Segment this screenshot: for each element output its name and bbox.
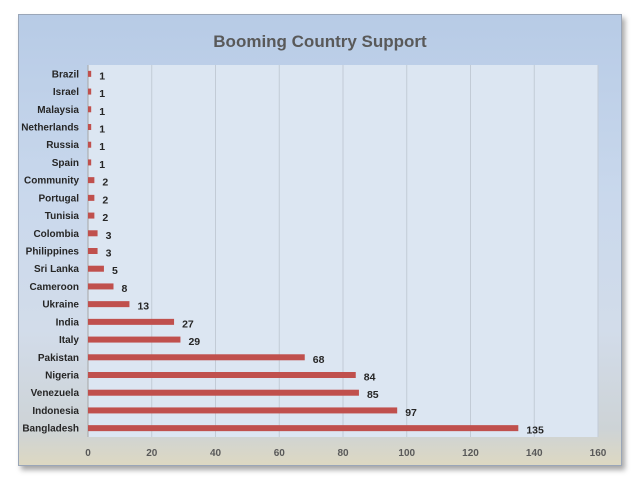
x-tick-label: 20 xyxy=(146,448,158,459)
data-label: 1 xyxy=(99,106,105,118)
x-tick-label: 40 xyxy=(210,448,222,459)
data-label: 1 xyxy=(99,88,105,100)
bar xyxy=(88,177,95,184)
category-label: Brazil xyxy=(52,69,79,80)
data-label: 3 xyxy=(106,248,112,260)
data-label: 29 xyxy=(188,336,200,348)
bar xyxy=(88,248,98,254)
bar xyxy=(88,283,114,290)
data-label: 13 xyxy=(137,301,149,313)
data-label: 1 xyxy=(99,124,105,136)
data-label: 2 xyxy=(102,194,108,206)
category-label: Netherlands xyxy=(21,123,79,134)
category-label: Malaysia xyxy=(37,105,79,116)
category-label: Tunisia xyxy=(45,211,80,222)
bar xyxy=(88,354,305,361)
bar xyxy=(88,265,104,272)
data-label: 2 xyxy=(102,177,108,189)
category-label: Portugal xyxy=(38,193,79,204)
data-label: 84 xyxy=(364,372,376,384)
data-label: 2 xyxy=(102,212,108,224)
data-label: 1 xyxy=(99,159,105,171)
category-label: Philippines xyxy=(26,247,80,258)
category-label: Israel xyxy=(53,87,79,98)
bar xyxy=(88,194,95,201)
bar xyxy=(88,389,359,396)
x-tick-label: 80 xyxy=(337,448,349,459)
chart-title: Booming Country Support xyxy=(213,32,427,51)
x-tick-label: 60 xyxy=(274,448,286,459)
category-label: Bangladesh xyxy=(22,424,79,435)
bar xyxy=(88,230,98,237)
data-label: 3 xyxy=(106,230,112,242)
category-label: Indonesia xyxy=(32,406,79,417)
bar xyxy=(88,70,92,77)
category-label: Ukraine xyxy=(42,300,79,311)
category-label: Venezuela xyxy=(31,388,80,399)
data-label: 68 xyxy=(313,354,325,366)
x-tick-label: 140 xyxy=(526,448,543,459)
data-label: 97 xyxy=(405,407,417,419)
data-label: 1 xyxy=(99,70,105,82)
bar xyxy=(88,425,519,432)
bar xyxy=(88,141,92,148)
data-label: 27 xyxy=(182,318,194,330)
bar xyxy=(88,124,92,130)
category-label: Italy xyxy=(59,335,79,346)
bar xyxy=(88,318,175,325)
x-tick-label: 160 xyxy=(590,448,607,459)
x-tick-label: 0 xyxy=(85,448,91,459)
category-label: Cameroon xyxy=(30,282,79,293)
category-label: Community xyxy=(24,176,79,187)
bar xyxy=(88,212,95,219)
bar xyxy=(88,407,398,414)
bar xyxy=(88,301,130,308)
bar xyxy=(88,336,181,343)
bar xyxy=(88,159,92,166)
data-label: 135 xyxy=(526,425,544,437)
category-label: Russia xyxy=(46,140,79,151)
data-label: 85 xyxy=(367,389,379,401)
category-label: Colombia xyxy=(33,229,79,240)
category-label: Spain xyxy=(52,158,79,169)
bar xyxy=(88,88,92,95)
bar xyxy=(88,106,92,113)
category-label: Pakistan xyxy=(38,353,79,364)
category-label: Sri Lanka xyxy=(34,264,79,275)
category-label: India xyxy=(56,317,80,328)
x-tick-label: 120 xyxy=(462,448,479,459)
x-tick-label: 100 xyxy=(398,448,415,459)
data-label: 5 xyxy=(112,265,118,277)
data-label: 8 xyxy=(122,283,128,295)
category-label: Nigeria xyxy=(45,371,79,382)
data-label: 1 xyxy=(99,141,105,153)
bar xyxy=(88,372,356,378)
